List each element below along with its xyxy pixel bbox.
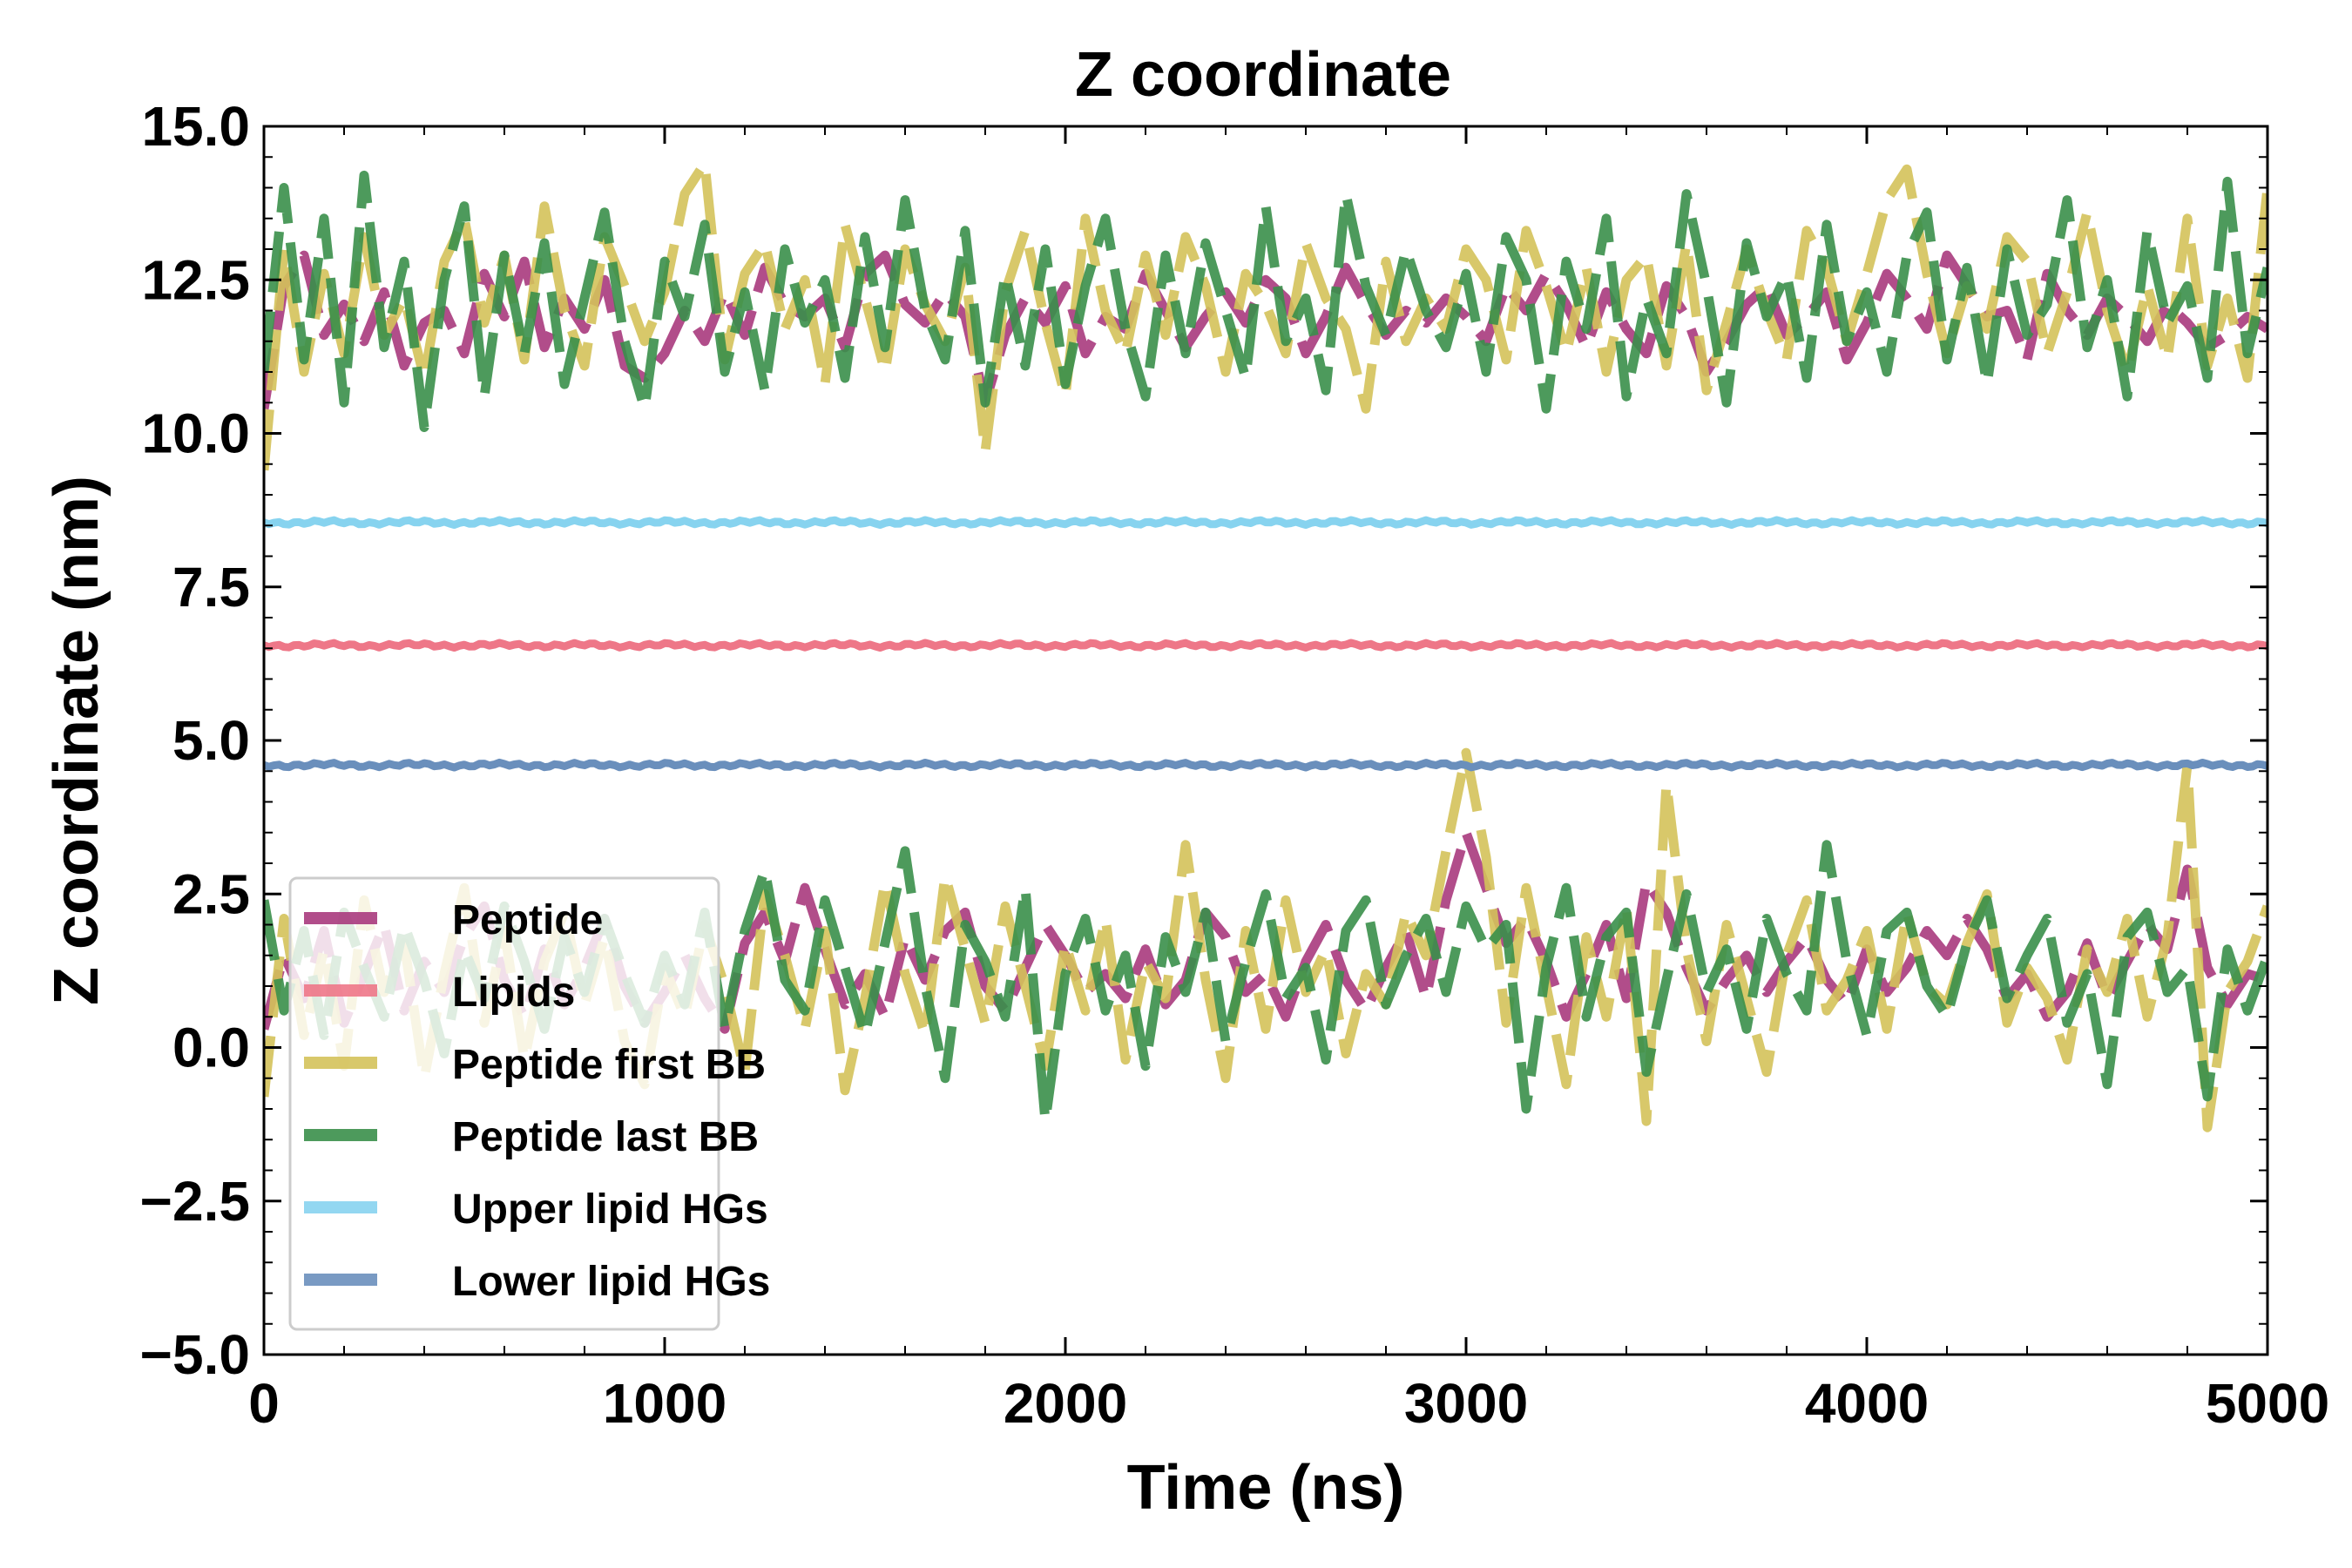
series-line-upper-lipid-hgs-0 [264, 516, 2268, 529]
x-tick-label: 4000 [1805, 1372, 1929, 1435]
series-line-lipids-0 [264, 639, 2268, 652]
y-tick-label: 12.5 [141, 248, 250, 311]
x-tick-label: 0 [248, 1372, 280, 1435]
x-tick-label: 3000 [1404, 1372, 1528, 1435]
legend-label: Lower lipid HGs [452, 1259, 770, 1305]
legend-label: Peptide last BB [452, 1114, 759, 1160]
y-tick-label: 0.0 [172, 1017, 250, 1079]
y-axis-label: Z coordinate (nm) [42, 476, 112, 1005]
legend-box [288, 876, 720, 1331]
y-tick-label: 2.5 [172, 862, 250, 925]
x-axis-label: Time (ns) [1127, 1453, 1405, 1523]
series-line-peptide-last-bb-0 [264, 170, 2268, 432]
series-line-lower-lipid-hgs-0 [264, 758, 2268, 772]
legend-label: Lipids [452, 970, 575, 1016]
y-tick-label: −5.0 [140, 1323, 250, 1386]
legend: Peptide Lipids Peptide first BB Peptide las… [288, 876, 770, 1331]
x-tick-label: 1000 [603, 1372, 727, 1435]
y-tick-label: 15.0 [141, 95, 250, 158]
y-tick-label: 7.5 [172, 556, 250, 618]
y-tick-label: 5.0 [172, 709, 250, 772]
chart-title: Z coordinate [1075, 40, 1451, 110]
legend-label: Upper lipid HGs [452, 1186, 768, 1233]
series-line-peptide-last-bb-1 [264, 840, 2268, 1126]
y-tick-label: 10.0 [141, 402, 250, 465]
plot-area-frame [262, 125, 2269, 1356]
legend-label: Peptide first BB [452, 1042, 766, 1088]
series-line-peptide-first-bb-0 [264, 158, 2268, 471]
x-tick-label: 2000 [1004, 1372, 1127, 1435]
y-tick-label: −2.5 [140, 1170, 250, 1233]
legend-label: Peptide [452, 897, 603, 943]
x-tick-label: 5000 [2206, 1372, 2329, 1435]
